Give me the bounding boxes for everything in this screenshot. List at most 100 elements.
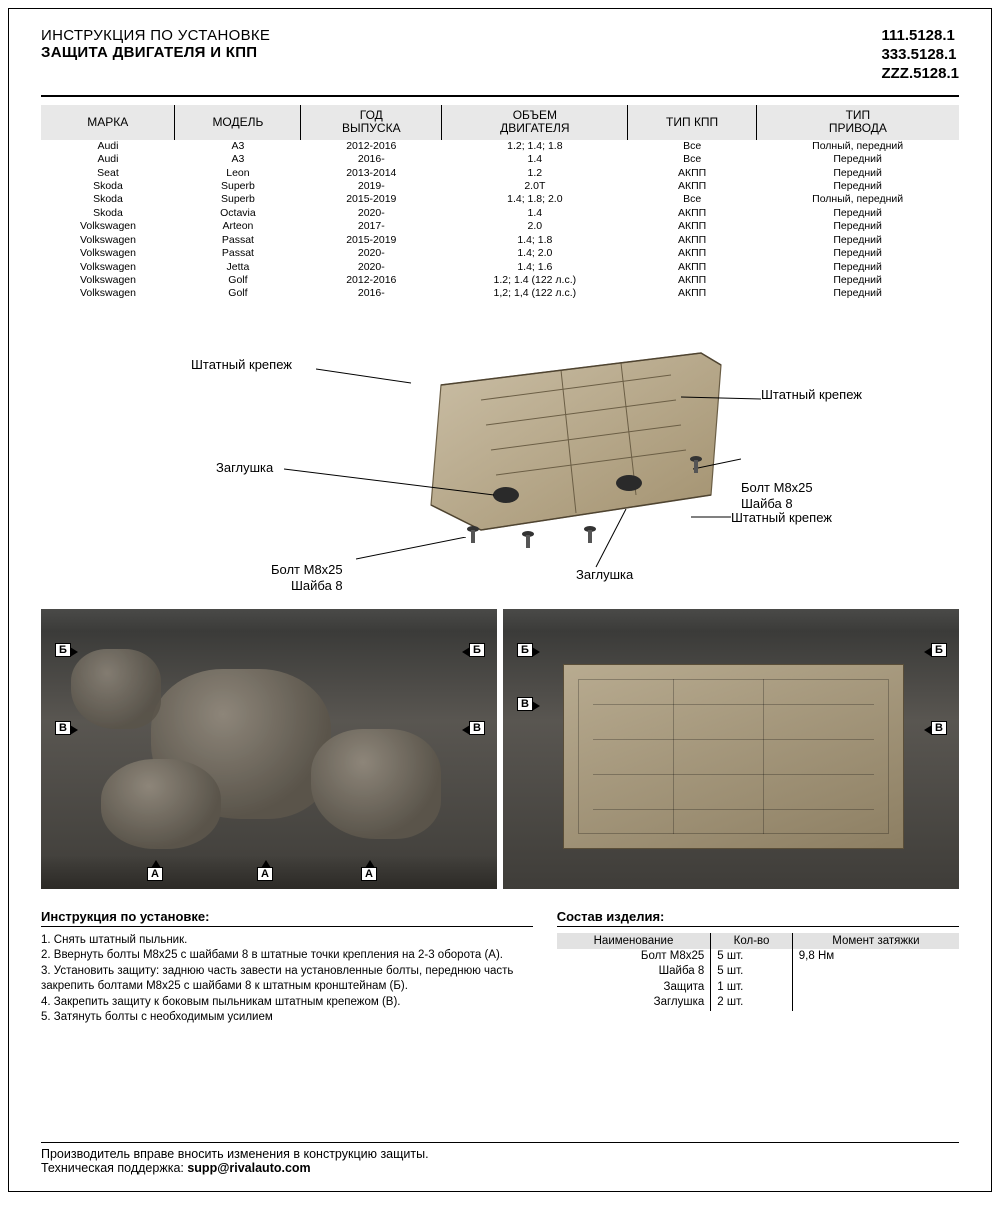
table-row: SeatLeon2013-20141.2АКПППередний — [41, 167, 959, 180]
table-cell: Volkswagen — [41, 274, 175, 287]
table-cell: Передний — [756, 247, 959, 260]
table-cell: 1.4; 1.8; 2.0 — [442, 193, 628, 206]
table-cell: Передний — [756, 287, 959, 300]
footer-support-label: Техническая поддержка: — [41, 1161, 187, 1175]
header-rule — [41, 95, 959, 97]
bolt-icon — [583, 525, 597, 545]
table-cell: 5 шт. — [711, 964, 792, 980]
photo-marker: В — [931, 721, 947, 735]
callout-text: Штатный крепеж — [191, 357, 292, 372]
table-cell: 9,8 Нм — [792, 949, 959, 965]
table-cell: Golf — [175, 287, 301, 300]
table-cell: Volkswagen — [41, 247, 175, 260]
table-cell: Volkswagen — [41, 261, 175, 274]
table-cell: АКПП — [628, 261, 756, 274]
table-cell: 1.2; 1.4 (122 л.с.) — [442, 274, 628, 287]
instruction-step: 3. Установить защиту: заднюю часть завес… — [41, 964, 533, 995]
table-cell: Volkswagen — [41, 287, 175, 300]
table-row: Заглушка2 шт. — [557, 995, 959, 1011]
table-cell: 2012-2016 — [301, 140, 442, 153]
callout-bolt-right: Болт М8х25 Шайба 8 — [741, 449, 813, 511]
table-cell: АКПП — [628, 220, 756, 233]
table-cell: АКПП — [628, 287, 756, 300]
footer-support-email: supp@rivalauto.com — [187, 1161, 310, 1175]
instructions-heading: Инструкция по установке: — [41, 909, 533, 927]
compat-th: МАРКА — [41, 105, 175, 139]
photo-marker: В — [55, 721, 71, 735]
photo-marker: А — [147, 867, 163, 881]
footer-line1: Производитель вправе вносить изменения в… — [41, 1142, 959, 1161]
exploded-diagram: Штатный крепеж Штатный крепеж Штатный кр… — [41, 315, 959, 605]
footer-line2: Техническая поддержка: supp@rivalauto.co… — [41, 1161, 959, 1175]
contents-block: Состав изделия: НаименованиеКол-воМомент… — [557, 909, 959, 1026]
photo-marker: В — [517, 697, 533, 711]
table-cell: 2016- — [301, 153, 442, 166]
bom-table: НаименованиеКол-воМомент затяжки Болт М8… — [557, 933, 959, 1011]
table-cell: Leon — [175, 167, 301, 180]
table-cell: 5 шт. — [711, 949, 792, 965]
table-cell: Передний — [756, 261, 959, 274]
table-cell: Полный, передний — [756, 140, 959, 153]
table-cell: 2015-2019 — [301, 234, 442, 247]
table-row: Шайба 85 шт. — [557, 964, 959, 980]
table-row: SkodaSuperb2015-20191.4; 1.8; 2.0ВсеПолн… — [41, 193, 959, 206]
table-cell: 2020- — [301, 207, 442, 220]
table-cell: Passat — [175, 247, 301, 260]
compat-th: МОДЕЛЬ — [175, 105, 301, 139]
title-line1: ИНСТРУКЦИЯ ПО УСТАНОВКЕ — [41, 27, 801, 44]
bolt-icon — [689, 455, 703, 475]
table-cell: Заглушка — [557, 995, 711, 1011]
photo-engine-open: БВАААБВ — [41, 609, 497, 889]
footer: Производитель вправе вносить изменения в… — [41, 1142, 959, 1175]
compatibility-table: МАРКАМОДЕЛЬГОДВЫПУСКАОБЪЕМДВИГАТЕЛЯТИП К… — [41, 105, 959, 301]
callout-text: Заглушка — [576, 567, 633, 582]
table-cell: 2.0 — [442, 220, 628, 233]
table-cell: 2 шт. — [711, 995, 792, 1011]
table-cell: 1.4; 1.6 — [442, 261, 628, 274]
callout-text: Болт М8х25 Шайба 8 — [271, 562, 343, 593]
title-line2: ЗАЩИТА ДВИГАТЕЛЯ И КПП — [41, 44, 801, 61]
bolt-icon — [521, 530, 535, 550]
table-cell: Передний — [756, 220, 959, 233]
table-cell: АКПП — [628, 180, 756, 193]
table-row: VolkswagenPassat2020-1.4; 2.0АКПППередни… — [41, 247, 959, 260]
callout-plug-bottom: Заглушка — [576, 567, 633, 582]
table-cell: 1.2 — [442, 167, 628, 180]
table-cell: Skoda — [41, 207, 175, 220]
table-cell: Передний — [756, 180, 959, 193]
table-row: VolkswagenPassat2015-20191.4; 1.8АКПППер… — [41, 234, 959, 247]
table-cell: 1.2; 1.4; 1.8 — [442, 140, 628, 153]
table-cell: Octavia — [175, 207, 301, 220]
table-cell: 2013-2014 — [301, 167, 442, 180]
callout-text: Штатный крепеж — [761, 387, 862, 402]
table-cell: 2020- — [301, 261, 442, 274]
photo-marker: А — [257, 867, 273, 881]
compat-th: ГОДВЫПУСКА — [301, 105, 442, 139]
table-cell: Volkswagen — [41, 220, 175, 233]
table-row: VolkswagenGolf2016-1,2; 1,4 (122 л.с.)АК… — [41, 287, 959, 300]
table-cell: 2016- — [301, 287, 442, 300]
table-cell: 2015-2019 — [301, 193, 442, 206]
callout-stock-right2: Штатный крепеж — [731, 510, 832, 525]
table-row: AudiA32012-20161.2; 1.4; 1.8ВсеПолный, п… — [41, 140, 959, 153]
table-cell: АКПП — [628, 167, 756, 180]
table-row: Болт М8х255 шт.9,8 Нм — [557, 949, 959, 965]
title-block: ИНСТРУКЦИЯ ПО УСТАНОВКЕ ЗАЩИТА ДВИГАТЕЛЯ… — [41, 27, 801, 61]
part-number: 333.5128.1 — [881, 46, 959, 65]
bottom-block: Инструкция по установке: 1. Снять штатны… — [41, 909, 959, 1026]
compat-th: ТИП КПП — [628, 105, 756, 139]
table-cell: Superb — [175, 193, 301, 206]
table-cell: A3 — [175, 153, 301, 166]
callout-text: Болт М8х25 Шайба 8 — [741, 480, 813, 511]
table-cell: Volkswagen — [41, 234, 175, 247]
photo-marker: Б — [931, 643, 947, 657]
table-cell: 1.4; 1.8 — [442, 234, 628, 247]
table-cell: 2017- — [301, 220, 442, 233]
table-cell: Все — [628, 193, 756, 206]
instruction-step: 1. Снять штатный пыльник. — [41, 933, 533, 949]
table-cell: 1.4; 2.0 — [442, 247, 628, 260]
callout-plug-left: Заглушка — [216, 460, 273, 475]
photo-marker: Б — [55, 643, 71, 657]
table-cell: Golf — [175, 274, 301, 287]
part-numbers: 111.5128.1 333.5128.1 ZZZ.5128.1 — [881, 27, 959, 83]
